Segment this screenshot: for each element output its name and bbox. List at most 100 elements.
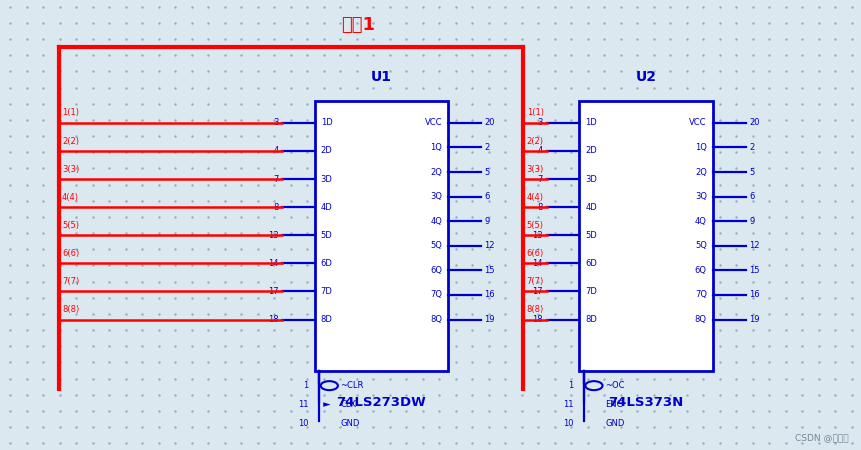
- Text: 5: 5: [484, 167, 489, 176]
- Text: ENG: ENG: [604, 400, 623, 409]
- Text: 74LS373N: 74LS373N: [608, 396, 683, 409]
- Text: 1(1): 1(1): [62, 108, 79, 117]
- Text: 12: 12: [748, 241, 759, 250]
- Text: 15: 15: [484, 266, 494, 275]
- Text: 1(1): 1(1): [526, 108, 543, 117]
- Text: 4Q: 4Q: [694, 217, 706, 226]
- Text: 13: 13: [268, 231, 278, 240]
- Text: 8(8): 8(8): [526, 305, 543, 314]
- Text: 17: 17: [268, 287, 278, 296]
- Text: 7D: 7D: [585, 287, 597, 296]
- Text: 18: 18: [268, 315, 278, 324]
- Text: 2D: 2D: [585, 146, 597, 155]
- Text: 13: 13: [532, 231, 542, 240]
- Text: 6(6): 6(6): [526, 249, 543, 258]
- Text: 4Q: 4Q: [430, 217, 442, 226]
- Text: U1: U1: [370, 70, 392, 84]
- Text: 11: 11: [562, 400, 573, 409]
- Bar: [579, 101, 712, 371]
- Text: 5(5): 5(5): [526, 221, 543, 230]
- Text: 5: 5: [748, 167, 753, 176]
- Text: 10: 10: [298, 419, 308, 428]
- Text: 7Q: 7Q: [694, 290, 706, 299]
- Text: 1Q: 1Q: [430, 143, 442, 152]
- Text: 5Q: 5Q: [430, 241, 442, 250]
- Text: 7(7): 7(7): [526, 277, 543, 286]
- Text: 1: 1: [567, 381, 573, 390]
- Text: 4: 4: [537, 146, 542, 155]
- Text: 20: 20: [748, 118, 759, 127]
- Text: 6: 6: [484, 192, 489, 201]
- Text: 3D: 3D: [585, 175, 597, 184]
- Text: 2Q: 2Q: [694, 167, 706, 176]
- Text: 3(3): 3(3): [526, 165, 543, 174]
- Text: 12: 12: [484, 241, 494, 250]
- Text: CSDN @历显辰: CSDN @历显辰: [795, 433, 848, 442]
- Text: 11: 11: [298, 400, 308, 409]
- Text: 3(3): 3(3): [62, 165, 79, 174]
- Text: 5(5): 5(5): [62, 221, 79, 230]
- Text: GND: GND: [340, 419, 359, 428]
- Text: VCC: VCC: [424, 118, 442, 127]
- Text: 5D: 5D: [585, 231, 597, 240]
- Text: 17: 17: [532, 287, 542, 296]
- Text: 7: 7: [537, 175, 542, 184]
- Text: 8D: 8D: [585, 315, 597, 324]
- Text: 8Q: 8Q: [430, 315, 442, 324]
- Text: 6Q: 6Q: [430, 266, 442, 275]
- Text: 6D: 6D: [585, 259, 597, 268]
- Text: 3Q: 3Q: [430, 192, 442, 201]
- Text: 7: 7: [273, 175, 278, 184]
- Text: 9: 9: [484, 217, 489, 226]
- Text: U2: U2: [635, 70, 656, 84]
- Polygon shape: [323, 402, 331, 407]
- Text: 15: 15: [748, 266, 759, 275]
- Text: 3: 3: [273, 118, 278, 127]
- Text: ~OC: ~OC: [604, 381, 624, 390]
- Text: 1D: 1D: [585, 118, 597, 127]
- Text: 8: 8: [273, 202, 278, 211]
- Text: 6Q: 6Q: [694, 266, 706, 275]
- Text: 总线1: 总线1: [340, 16, 375, 34]
- Text: 7(7): 7(7): [62, 277, 79, 286]
- Text: 19: 19: [484, 315, 494, 324]
- Text: 7Q: 7Q: [430, 290, 442, 299]
- Text: 7D: 7D: [320, 287, 332, 296]
- Text: 4: 4: [273, 146, 278, 155]
- Text: 8D: 8D: [320, 315, 332, 324]
- Text: 16: 16: [748, 290, 759, 299]
- Text: 6D: 6D: [320, 259, 332, 268]
- Text: 2Q: 2Q: [430, 167, 442, 176]
- Text: ~CLR: ~CLR: [340, 381, 363, 390]
- Text: 2D: 2D: [320, 146, 332, 155]
- Text: 6(6): 6(6): [62, 249, 79, 258]
- Text: 3Q: 3Q: [694, 192, 706, 201]
- Text: 3: 3: [537, 118, 542, 127]
- Text: 4(4): 4(4): [62, 193, 79, 202]
- Text: 9: 9: [748, 217, 753, 226]
- Text: 18: 18: [532, 315, 542, 324]
- Text: 1Q: 1Q: [694, 143, 706, 152]
- Text: 10: 10: [562, 419, 573, 428]
- Bar: [314, 101, 448, 371]
- Text: 1: 1: [303, 381, 308, 390]
- Text: 14: 14: [268, 259, 278, 268]
- Text: 2(2): 2(2): [526, 136, 543, 145]
- Text: 4D: 4D: [585, 202, 597, 211]
- Text: 2: 2: [748, 143, 753, 152]
- Text: VCC: VCC: [689, 118, 706, 127]
- Text: 8: 8: [537, 202, 542, 211]
- Text: 8Q: 8Q: [694, 315, 706, 324]
- Text: 19: 19: [748, 315, 759, 324]
- Text: 4(4): 4(4): [526, 193, 543, 202]
- Text: 5Q: 5Q: [694, 241, 706, 250]
- Text: 4D: 4D: [320, 202, 332, 211]
- Text: 6: 6: [748, 192, 753, 201]
- Text: GND: GND: [604, 419, 623, 428]
- Text: 2(2): 2(2): [62, 136, 79, 145]
- Text: 3D: 3D: [320, 175, 332, 184]
- Text: CLK: CLK: [340, 400, 356, 409]
- Text: 74LS273DW: 74LS273DW: [336, 396, 426, 409]
- Text: 2: 2: [484, 143, 489, 152]
- Text: 20: 20: [484, 118, 494, 127]
